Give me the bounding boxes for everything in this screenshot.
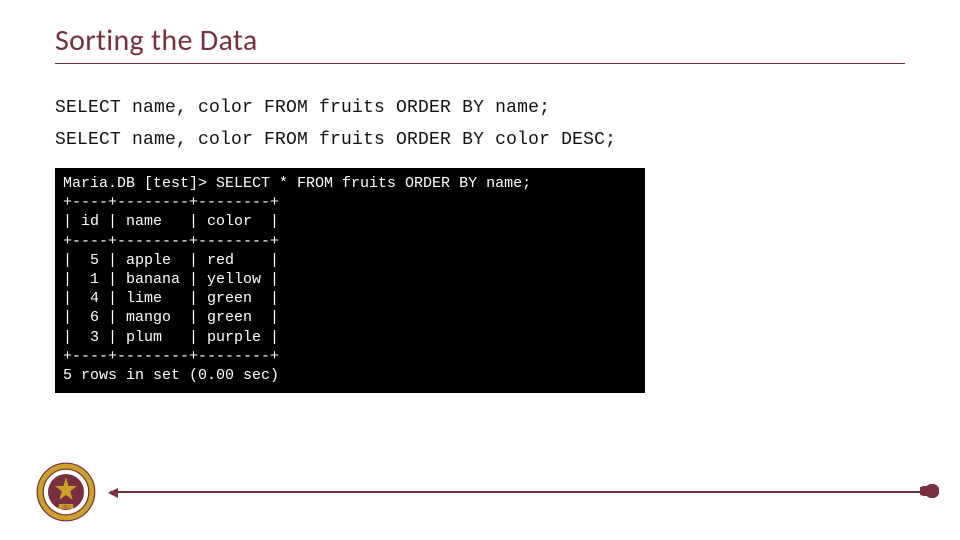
sql-statement-2: SELECT name, color FROM fruits ORDER BY … bbox=[55, 130, 905, 150]
sql-statement-1: SELECT name, color FROM fruits ORDER BY … bbox=[55, 98, 905, 118]
slide: Sorting the Data SELECT name, color FROM… bbox=[0, 0, 960, 540]
terminal-output: Maria.DB [test]> SELECT * FROM fruits OR… bbox=[55, 168, 645, 393]
svg-text:1851: 1851 bbox=[62, 504, 70, 509]
university-seal-icon: 1851 bbox=[36, 462, 96, 522]
slide-title: Sorting the Data bbox=[55, 22, 905, 64]
slide-footer: 1851 bbox=[0, 445, 960, 540]
divider-arrow-icon bbox=[110, 491, 930, 493]
